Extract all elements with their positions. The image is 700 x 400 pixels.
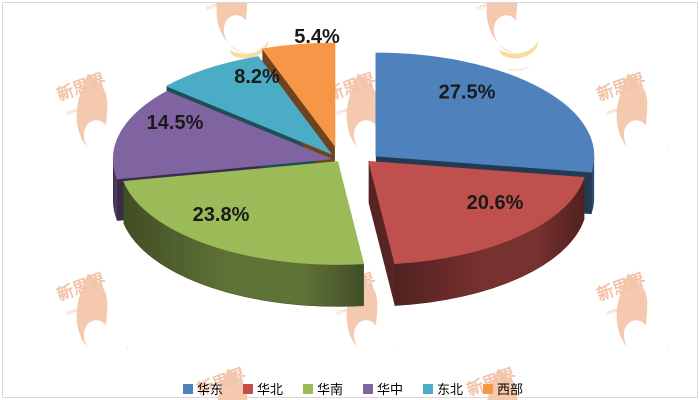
svg-text:5.4%: 5.4% bbox=[294, 26, 340, 48]
svg-text:20.6%: 20.6% bbox=[467, 192, 524, 214]
svg-text:23.8%: 23.8% bbox=[193, 204, 250, 226]
svg-text:27.5%: 27.5% bbox=[439, 82, 496, 104]
svg-text:8.2%: 8.2% bbox=[234, 66, 280, 88]
svg-text:14.5%: 14.5% bbox=[147, 112, 204, 134]
